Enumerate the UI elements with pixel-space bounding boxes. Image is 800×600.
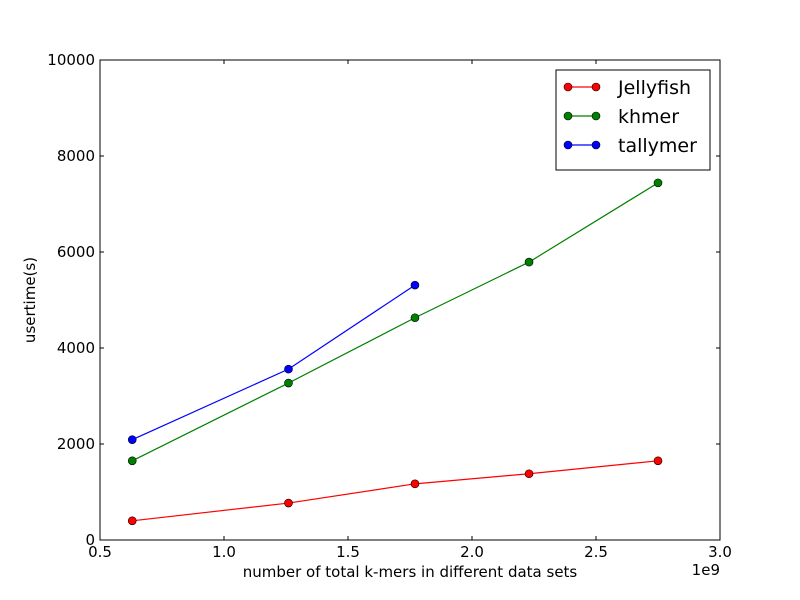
y-tick-label: 10000 (47, 51, 95, 69)
series-layer (127, 178, 663, 526)
y-tick-label: 4000 (57, 339, 95, 357)
legend-label-jellyfish: Jellyfish (617, 77, 691, 99)
legend-marker-khmer (591, 111, 601, 121)
plot-frame (99, 59, 721, 541)
data-point-jellyfish (524, 469, 534, 479)
y-tick-label: 0 (85, 531, 95, 549)
y-tick-label: 8000 (57, 147, 95, 165)
data-point-khmer (284, 378, 293, 388)
data-point-jellyfish (127, 516, 137, 526)
y-axis-label: usertime(s) (21, 257, 39, 343)
ticks-layer: 0.5 1.0 1.5 2.0 2.5 3.0 0 2000 4000 6000 8000 10000 (47, 51, 732, 561)
data-point-jellyfish (410, 479, 420, 489)
data-point-tallymer (127, 435, 137, 444)
x-tick-label: 2.5 (584, 543, 608, 561)
x-tick-label: 1.5 (336, 543, 360, 561)
x-tick-label: 0.5 (88, 543, 112, 561)
y-tick-label: 2000 (57, 435, 95, 453)
x-tick-label: 2.0 (460, 543, 484, 561)
legend-marker-jellyfish (563, 82, 573, 92)
legend-marker-tallymer (591, 140, 601, 150)
data-point-khmer (524, 257, 534, 267)
legend-marker-khmer (563, 111, 573, 121)
legend-label-tallymer: tallymer (618, 135, 697, 157)
data-point-khmer (653, 178, 663, 188)
data-point-khmer (410, 313, 420, 323)
legend-marker-tallymer (563, 140, 573, 150)
legend-label-khmer: khmer (618, 106, 679, 128)
legend-marker-jellyfish (591, 82, 601, 92)
y-tick-label: 6000 (57, 243, 95, 261)
x-offset-label: 1e9 (692, 561, 720, 579)
data-point-jellyfish (284, 498, 293, 508)
data-point-tallymer (284, 364, 293, 374)
data-point-tallymer (410, 280, 420, 290)
x-axis-label: number of total k-mers in different data… (243, 563, 578, 581)
data-point-jellyfish (653, 456, 663, 466)
legend: Jellyfish khmer tallymer (555, 69, 711, 171)
x-tick-label: 3.0 (708, 543, 732, 561)
data-point-khmer (127, 456, 137, 466)
x-tick-label: 1.0 (212, 543, 236, 561)
